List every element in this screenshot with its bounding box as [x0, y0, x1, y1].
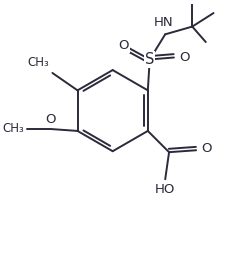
- Text: CH₃: CH₃: [28, 56, 49, 69]
- Text: HN: HN: [154, 15, 173, 29]
- Text: O: O: [118, 39, 129, 52]
- Text: O: O: [201, 142, 212, 155]
- Text: S: S: [145, 52, 154, 67]
- Text: HO: HO: [155, 183, 175, 196]
- Text: O: O: [180, 51, 190, 64]
- Text: O: O: [45, 113, 56, 126]
- Text: CH₃: CH₃: [3, 123, 24, 135]
